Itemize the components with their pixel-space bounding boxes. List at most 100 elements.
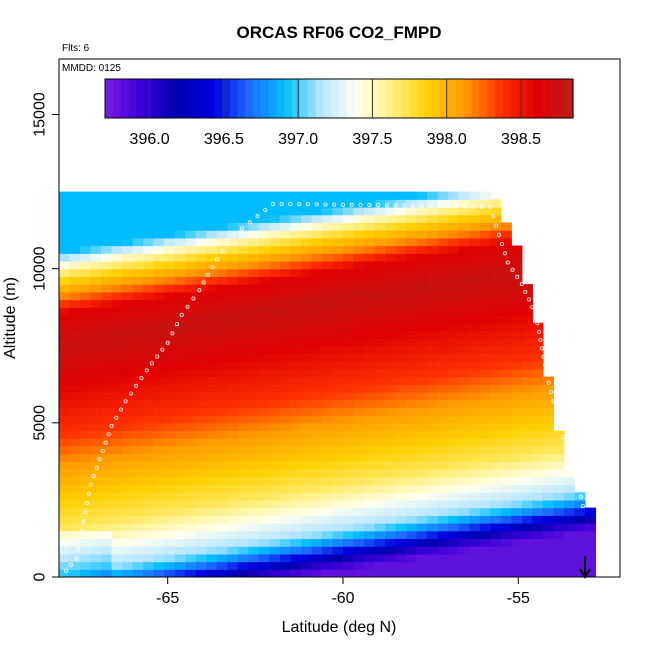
heatmap-cell xyxy=(479,214,491,224)
heatmap-cell xyxy=(258,523,270,532)
heatmap-cell xyxy=(80,553,92,563)
heatmap-cell xyxy=(469,422,481,432)
heatmap-cell xyxy=(227,422,239,432)
heatmap-cell xyxy=(521,561,533,570)
heatmap-cell xyxy=(479,361,491,370)
heatmap-cell xyxy=(164,438,176,447)
heatmap-cell xyxy=(80,407,92,416)
track-point xyxy=(536,329,541,334)
heatmap-cell xyxy=(521,399,533,409)
heatmap-cell xyxy=(374,407,386,416)
heatmap-cell xyxy=(269,499,281,509)
heatmap-cell xyxy=(237,322,249,331)
heatmap-cell xyxy=(143,438,155,447)
heatmap-cell xyxy=(353,191,365,200)
colorbar-swatch xyxy=(526,79,535,118)
colorbar-swatch xyxy=(440,79,449,118)
heatmap-cell xyxy=(427,438,439,447)
heatmap-cell xyxy=(101,207,113,216)
heatmap-cell xyxy=(353,530,365,540)
heatmap-cell xyxy=(511,345,523,355)
heatmap-cell xyxy=(80,415,92,424)
heatmap-cell xyxy=(279,561,292,570)
heatmap-cell xyxy=(80,376,92,385)
heatmap-cell xyxy=(174,507,186,516)
heatmap-cell xyxy=(343,276,355,285)
heatmap-cell xyxy=(321,314,334,324)
heatmap-cell xyxy=(227,207,239,216)
heatmap-cell xyxy=(437,530,449,540)
heatmap-cell xyxy=(69,499,81,509)
heatmap-cell xyxy=(59,276,71,285)
heatmap-cell xyxy=(69,438,81,447)
heatmap-cell xyxy=(153,523,165,532)
heatmap-cell xyxy=(469,330,481,339)
heatmap-cell xyxy=(532,461,544,470)
chart-title: ORCAS RF06 CO2_FMPD xyxy=(237,23,442,42)
heatmap-cell xyxy=(364,237,376,247)
heatmap-cell xyxy=(542,422,554,432)
heatmap-cell xyxy=(206,546,218,555)
heatmap-cell xyxy=(458,499,470,509)
heatmap-cell xyxy=(237,523,249,532)
heatmap-cell xyxy=(174,299,186,308)
heatmap-cell xyxy=(122,430,134,439)
heatmap-cell xyxy=(174,546,186,555)
heatmap-cell xyxy=(332,399,344,409)
heatmap-cell xyxy=(90,476,102,486)
heatmap-cell xyxy=(300,561,313,570)
heatmap-cell xyxy=(164,237,176,247)
heatmap-cell xyxy=(164,407,176,416)
heatmap-cell xyxy=(59,569,71,577)
heatmap-cell xyxy=(185,530,197,540)
heatmap-cell xyxy=(69,191,81,200)
heatmap-cell xyxy=(279,276,292,285)
heatmap-cell xyxy=(227,345,239,355)
heatmap-cell xyxy=(290,376,302,385)
heatmap-cell xyxy=(101,214,113,224)
heatmap-cell xyxy=(80,453,92,462)
heatmap-cell xyxy=(500,284,512,293)
heatmap-cell xyxy=(206,222,218,231)
colorbar-swatch xyxy=(159,79,168,118)
heatmap-cell xyxy=(448,199,460,208)
heatmap-cell xyxy=(111,569,123,577)
heatmap-cell xyxy=(553,461,565,470)
heatmap-cell xyxy=(185,392,197,401)
heatmap-cell xyxy=(416,376,428,385)
heatmap-cell xyxy=(542,492,554,501)
heatmap-cell xyxy=(153,430,165,439)
heatmap-cell xyxy=(69,260,81,270)
heatmap-cell xyxy=(469,307,481,316)
heatmap-cell xyxy=(237,345,249,355)
heatmap-cell xyxy=(122,230,134,239)
heatmap-cell xyxy=(185,438,197,447)
heatmap-cell xyxy=(227,492,239,501)
heatmap-cell xyxy=(532,345,544,355)
heatmap-cell xyxy=(416,523,428,532)
heatmap-cell xyxy=(332,553,344,563)
heatmap-cell xyxy=(448,507,460,516)
colorbar-swatch xyxy=(370,79,379,118)
heatmap-cell xyxy=(216,330,228,339)
heatmap-cell xyxy=(80,392,92,401)
heatmap-cell xyxy=(195,546,207,555)
heatmap-cell xyxy=(206,191,218,200)
heatmap-cell xyxy=(500,561,512,570)
heatmap-cell xyxy=(479,515,491,524)
heatmap-cell xyxy=(122,407,134,416)
heatmap-cell xyxy=(311,345,323,355)
heatmap-cell xyxy=(364,530,376,540)
heatmap-cell xyxy=(195,368,207,378)
heatmap-cell xyxy=(206,214,218,224)
track-point xyxy=(496,232,501,237)
heatmap-cell xyxy=(479,461,491,470)
heatmap-cell xyxy=(216,291,228,301)
heatmap-cell xyxy=(511,299,523,308)
heatmap-cell xyxy=(511,422,523,432)
heatmap-cell xyxy=(353,553,365,563)
heatmap-cell xyxy=(469,338,481,347)
heatmap-cell xyxy=(80,307,92,316)
heatmap-cell xyxy=(185,376,197,385)
heatmap-cell xyxy=(206,569,218,577)
